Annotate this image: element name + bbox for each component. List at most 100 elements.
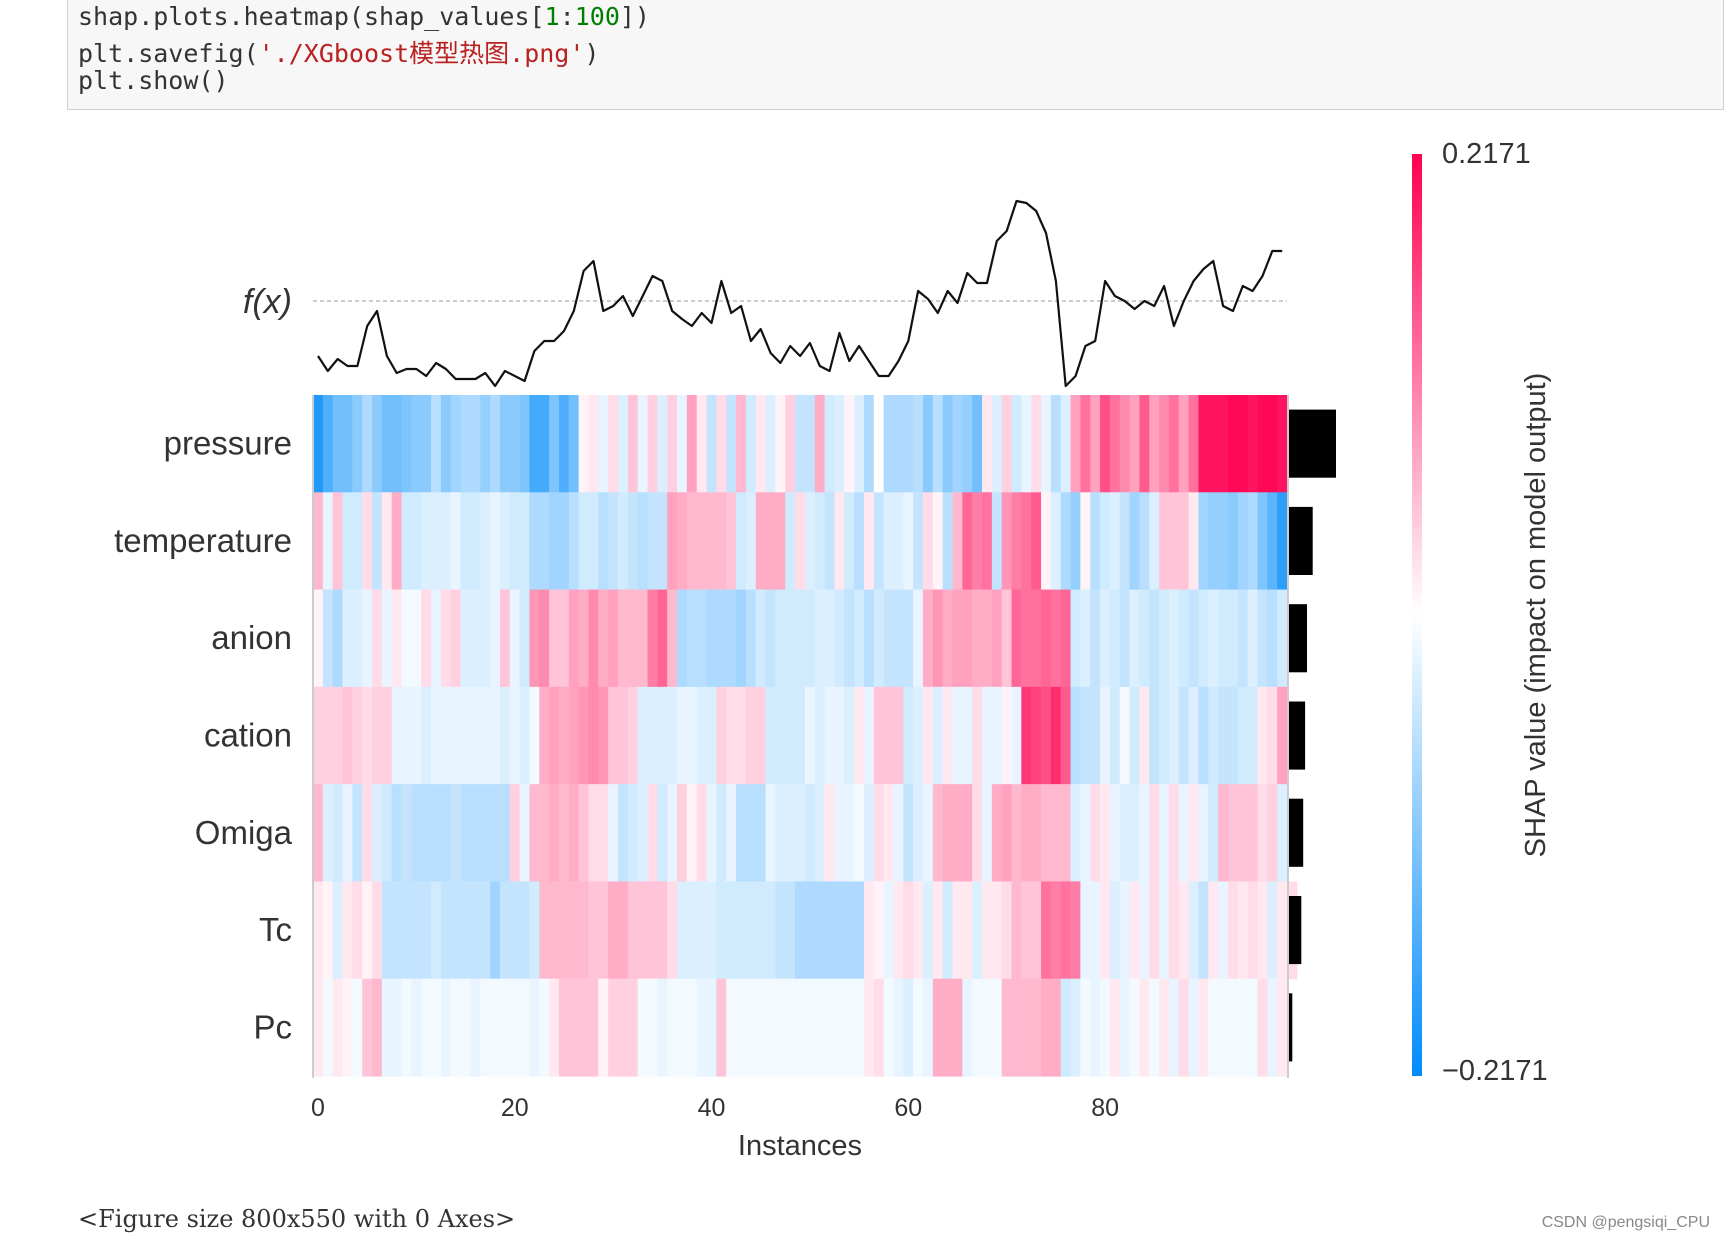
heatmap-cell xyxy=(942,589,954,688)
heatmap-cell xyxy=(962,881,973,980)
heatmap-cell xyxy=(637,784,649,883)
heatmap-cell xyxy=(598,395,609,493)
heatmap-cell xyxy=(421,784,432,883)
heatmap-cell xyxy=(1129,589,1141,688)
heatmap-cell xyxy=(578,395,590,493)
heatmap-cell xyxy=(617,881,629,980)
heatmap-cell xyxy=(1149,492,1160,591)
heatmap-cell xyxy=(785,784,796,883)
code-line-2: plt.savefig('./XGboost模型热图.png') xyxy=(78,34,599,70)
heatmap-cell xyxy=(1247,784,1259,883)
heatmap-cell xyxy=(1070,395,1081,493)
heatmap-cell xyxy=(1227,978,1239,1077)
heatmap-cell xyxy=(411,686,422,785)
heatmap-cell xyxy=(480,784,491,883)
heatmap-cell xyxy=(1178,784,1190,883)
heatmap-cell xyxy=(421,395,432,493)
heatmap-cell xyxy=(696,784,708,883)
heatmap-cell xyxy=(1060,492,1072,591)
heatmap-cell xyxy=(686,784,698,883)
code-number: 100 xyxy=(574,2,620,31)
heatmap-cell xyxy=(795,881,806,980)
heatmap-cell xyxy=(814,784,826,883)
heatmap-cell xyxy=(1168,881,1180,980)
heatmap-cell xyxy=(785,589,796,688)
heatmap-cell xyxy=(765,881,777,980)
heatmap-cell xyxy=(352,686,363,785)
heatmap-cell xyxy=(765,686,777,785)
code-cell[interactable]: shap.plots.heatmap(shap_values[1:100]) p… xyxy=(67,0,1724,110)
heatmap-cell xyxy=(942,881,954,980)
heatmap-cell xyxy=(775,492,786,591)
heatmap-cell xyxy=(1090,881,1101,980)
shap-heatmap-figure: f(x) pressure temperature anion cation Omiga… xyxy=(114,138,1552,1162)
colorbar xyxy=(1412,154,1422,1076)
heatmap-cell xyxy=(401,978,412,1077)
heatmap-cell xyxy=(539,686,550,785)
heatmap-cell xyxy=(1021,589,1032,688)
heatmap-cell xyxy=(1267,881,1278,980)
heatmap-cell xyxy=(1100,686,1111,785)
heatmap-cell xyxy=(578,784,590,883)
heatmap-cell xyxy=(627,589,639,688)
feature-label: temperature xyxy=(114,522,292,559)
heatmap-cell xyxy=(381,395,393,493)
heatmap-cell xyxy=(372,492,383,591)
heatmap-cell xyxy=(952,978,963,1077)
heatmap-cell xyxy=(863,395,875,493)
heatmap-cell xyxy=(893,589,904,688)
heatmap-cell xyxy=(854,784,865,883)
heatmap-cell xyxy=(450,784,462,883)
heatmap-cell xyxy=(568,978,580,1077)
heatmap-cell xyxy=(922,395,934,493)
heatmap-cell xyxy=(549,978,560,1077)
x-axis: 0 20 40 60 80 Instances xyxy=(311,1094,1119,1162)
importance-bar xyxy=(1289,506,1313,575)
heatmap-cell xyxy=(667,978,678,1077)
heatmap-cell xyxy=(1198,395,1209,493)
heatmap-cell xyxy=(617,978,629,1077)
heatmap-cell xyxy=(1149,686,1160,785)
heatmap-cell xyxy=(342,881,353,980)
heatmap-cell xyxy=(893,881,904,980)
heatmap-cell xyxy=(942,686,954,785)
heatmap-cell xyxy=(509,395,521,493)
heatmap-cell xyxy=(617,784,629,883)
heatmap-cell xyxy=(647,395,658,493)
heatmap-cell xyxy=(411,492,422,591)
heatmap-cell xyxy=(804,784,816,883)
heatmap-cell xyxy=(1267,978,1278,1077)
heatmap-cell xyxy=(893,395,904,493)
heatmap-cell xyxy=(342,492,353,591)
x-tick-label: 20 xyxy=(501,1094,529,1122)
heatmap-cell xyxy=(1257,881,1268,980)
heatmap-cell xyxy=(755,492,767,591)
code-token: ]) xyxy=(619,2,650,31)
heatmap-cell xyxy=(480,978,491,1077)
heatmap-cell xyxy=(972,881,983,980)
heatmap-cell xyxy=(903,492,914,591)
heatmap-cell xyxy=(1198,492,1209,591)
heatmap-cell xyxy=(391,686,403,785)
heatmap-cell xyxy=(893,686,904,785)
heatmap-cell xyxy=(785,881,796,980)
heatmap-cell xyxy=(1090,686,1101,785)
heatmap-cell xyxy=(883,881,895,980)
heatmap-cell xyxy=(529,395,540,493)
heatmap-cell xyxy=(932,492,944,591)
heatmap-cell xyxy=(529,686,540,785)
heatmap-cell xyxy=(667,589,678,688)
heatmap-cell xyxy=(854,589,865,688)
heatmap-cell xyxy=(450,686,462,785)
heatmap-cell xyxy=(598,492,609,591)
heatmap-cell xyxy=(1198,589,1209,688)
heatmap-cell xyxy=(1208,492,1219,591)
heatmap-cell xyxy=(372,978,383,1077)
heatmap-cell xyxy=(431,784,442,883)
heatmap-cell xyxy=(362,686,373,785)
heatmap-cell xyxy=(1001,978,1013,1077)
heatmap-cell xyxy=(1159,492,1170,591)
heatmap-cell xyxy=(726,492,737,591)
heatmap-cell xyxy=(726,395,737,493)
heatmap-cell xyxy=(657,784,668,883)
